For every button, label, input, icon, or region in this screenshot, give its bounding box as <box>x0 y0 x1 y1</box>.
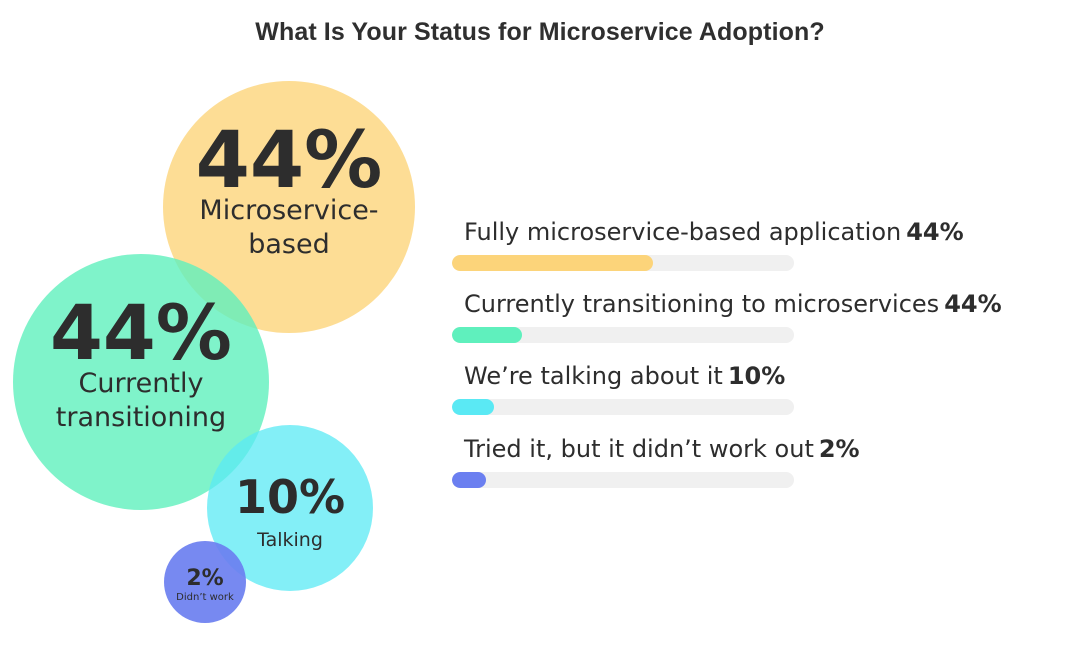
legend-bar-list: Fully microservice-based application 44% C… <box>452 0 1052 650</box>
bar-fill <box>452 255 653 271</box>
bar-fill <box>452 472 486 488</box>
bubble-3-percent: 2% <box>186 566 223 591</box>
bar-category: Tried it, but it didn’t work out <box>464 435 814 463</box>
bubble-2-label: Talking <box>256 529 323 551</box>
bubble-0-label: based <box>248 229 330 260</box>
bar-row: Currently transitioning to microservices… <box>452 290 1052 318</box>
bar-label: We’re talking about it 10% <box>464 362 1052 390</box>
bar-category: We’re talking about it <box>464 362 723 390</box>
bar-value-label: 44% <box>944 290 1001 318</box>
bubble-3-label: Didn’t work <box>176 592 234 603</box>
bar-fill <box>452 327 522 343</box>
bubble-2-percent: 10% <box>235 470 345 524</box>
bar-row: Fully microservice-based application 44% <box>452 218 1052 246</box>
bar-row: We’re talking about it 10% <box>452 362 1052 390</box>
bar-value-label: 2% <box>819 435 860 463</box>
bar-value-label: 10% <box>728 362 785 390</box>
bubble-1-label: transitioning <box>56 402 226 433</box>
bar-label: Tried it, but it didn’t work out 2% <box>464 435 1052 463</box>
bubble-0-percent: 44% <box>196 116 383 206</box>
bar-category: Currently transitioning to microservices <box>464 290 939 318</box>
bar-fill <box>452 399 494 415</box>
bar-track <box>452 472 794 488</box>
bar-track <box>452 327 794 343</box>
bar-track <box>452 255 794 271</box>
bar-category: Fully microservice-based application <box>464 218 901 246</box>
bar-label: Fully microservice-based application 44% <box>464 218 1052 246</box>
bar-label: Currently transitioning to microservices… <box>464 290 1052 318</box>
bubble-1-percent: 44% <box>50 288 232 377</box>
bar-row: Tried it, but it didn’t work out 2% <box>452 435 1052 463</box>
bar-track <box>452 399 794 415</box>
bar-value-label: 44% <box>906 218 963 246</box>
bubble-0-label: Microservice- <box>199 195 378 226</box>
bubble-1-label: Currently <box>79 368 204 399</box>
